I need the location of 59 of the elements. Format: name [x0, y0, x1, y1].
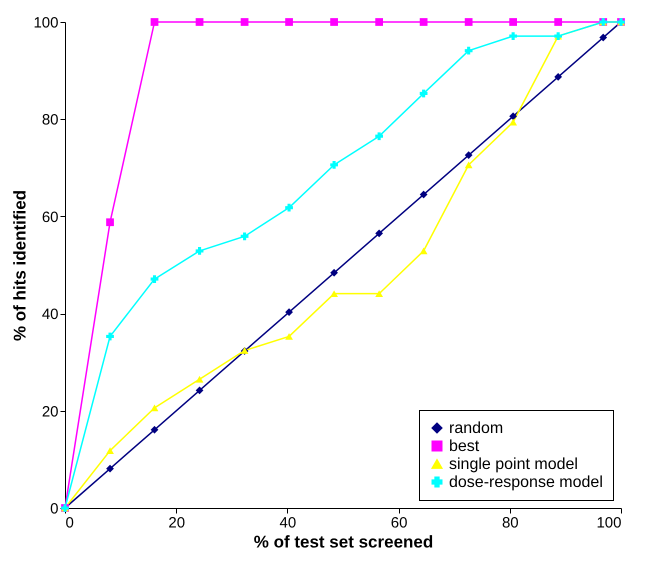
legend-label: best [449, 438, 480, 455]
point [420, 248, 428, 254]
point [285, 204, 293, 212]
x-tick-label: 100 [596, 514, 622, 532]
point [375, 132, 384, 140]
point [509, 112, 518, 120]
point [509, 118, 518, 126]
x-tick-label: 60 [390, 514, 408, 532]
point [330, 161, 338, 169]
point [196, 18, 204, 26]
x-tick-label: 0 [66, 514, 74, 532]
point [375, 290, 384, 298]
point [150, 275, 158, 283]
point [285, 308, 293, 316]
point [375, 230, 384, 238]
x-tick-label: 80 [502, 514, 519, 532]
y-tick-label: 60 [42, 208, 58, 226]
x-axis-title: % of test set screened [254, 532, 434, 552]
point [509, 32, 518, 40]
point [464, 46, 473, 55]
point [106, 447, 114, 454]
point [150, 426, 158, 434]
point [375, 18, 384, 26]
legend-label: single point model [449, 456, 578, 473]
y-tick-label: 80 [42, 112, 58, 129]
point [196, 376, 204, 383]
y-axis-title: % of hits identified [10, 190, 30, 342]
point [599, 34, 608, 42]
point [106, 332, 114, 340]
point [464, 151, 473, 160]
point [554, 73, 562, 81]
point [420, 18, 428, 26]
point [420, 190, 428, 198]
point [464, 162, 473, 168]
point [285, 18, 293, 26]
point [196, 386, 204, 394]
x-tick-label: 40 [280, 514, 296, 532]
point [330, 18, 338, 26]
point [150, 18, 158, 26]
point [150, 404, 158, 412]
legend-label: dose-response model [449, 474, 603, 491]
y-tick-label: 20 [42, 403, 58, 420]
legend-label: random [449, 420, 504, 437]
point [240, 18, 248, 26]
y-tick-label: 0 [50, 500, 58, 518]
point [240, 232, 248, 240]
point [330, 268, 338, 277]
point [330, 290, 338, 298]
point [509, 18, 518, 26]
x-tick-label: 20 [168, 514, 186, 532]
point [464, 18, 473, 26]
point [196, 247, 204, 255]
point [106, 218, 114, 226]
y-tick-label: 40 [42, 306, 58, 324]
point [420, 90, 428, 98]
point [285, 333, 293, 340]
y-tick-label: 100 [33, 14, 58, 32]
point [554, 18, 562, 26]
point [106, 464, 114, 473]
